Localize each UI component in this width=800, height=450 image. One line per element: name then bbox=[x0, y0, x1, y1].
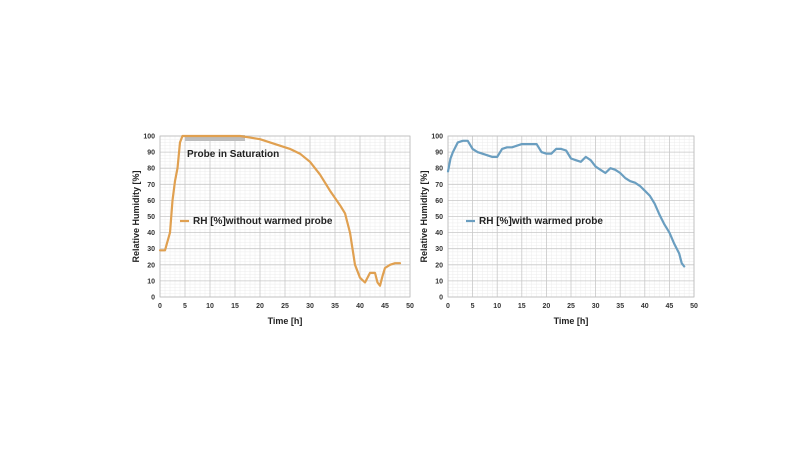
y-axis-title: Relative Humidity [%] bbox=[419, 170, 429, 262]
plot-border bbox=[159, 135, 411, 298]
y-tick-label: 90 bbox=[147, 150, 155, 157]
y-tick-label: 80 bbox=[435, 166, 443, 173]
legend-label: RH [%]without warmed probe bbox=[193, 216, 333, 227]
y-tick-label: 70 bbox=[435, 182, 443, 189]
x-axis-title: Time [h] bbox=[554, 316, 589, 326]
y-tick-label: 0 bbox=[439, 295, 443, 302]
y-tick-label: 50 bbox=[147, 214, 155, 221]
y-tick-label: 90 bbox=[435, 150, 443, 157]
y-tick-label: 30 bbox=[435, 246, 443, 253]
x-tick-label: 50 bbox=[406, 303, 414, 310]
series-line bbox=[446, 139, 686, 268]
x-tick-label: 0 bbox=[446, 303, 450, 310]
y-tick-label: 80 bbox=[147, 166, 155, 173]
x-tick-label: 30 bbox=[592, 303, 600, 310]
x-tick-label: 40 bbox=[356, 303, 364, 310]
y-tick-label: 20 bbox=[435, 262, 443, 269]
x-axis-title: Time [h] bbox=[268, 316, 303, 326]
y-tick-label: 30 bbox=[147, 246, 155, 253]
x-tick-label: 5 bbox=[471, 303, 475, 310]
annotation-label: Probe in Saturation bbox=[187, 149, 279, 160]
y-tick-label: 0 bbox=[151, 295, 155, 302]
y-tick-label: 100 bbox=[143, 134, 155, 141]
x-tick-label: 0 bbox=[158, 303, 162, 310]
y-tick-label: 70 bbox=[147, 182, 155, 189]
x-tick-label: 20 bbox=[256, 303, 264, 310]
x-tick-label: 5 bbox=[183, 303, 187, 310]
y-tick-label: 20 bbox=[147, 262, 155, 269]
legend-label: RH [%]with warmed probe bbox=[479, 216, 603, 227]
x-tick-label: 25 bbox=[281, 303, 289, 310]
y-tick-label: 10 bbox=[435, 278, 443, 285]
y-tick-label: 10 bbox=[147, 278, 155, 285]
x-tick-label: 25 bbox=[567, 303, 575, 310]
y-tick-label: 50 bbox=[435, 214, 443, 221]
x-tick-label: 45 bbox=[666, 303, 674, 310]
x-tick-label: 15 bbox=[231, 303, 239, 310]
plot-border bbox=[447, 135, 695, 298]
x-tick-label: 15 bbox=[518, 303, 526, 310]
y-tick-label: 60 bbox=[435, 198, 443, 205]
x-tick-label: 50 bbox=[690, 303, 698, 310]
chart-with-warmed-probe: RH [%]with warmed probe 0 5 10 15 20 25 30 35 40 4… bbox=[419, 134, 698, 327]
y-axis-title: Relative Humidity [%] bbox=[131, 170, 141, 262]
x-tick-label: 30 bbox=[306, 303, 314, 310]
series-line bbox=[158, 134, 402, 287]
x-tick-label: 35 bbox=[331, 303, 339, 310]
x-tick-label: 45 bbox=[381, 303, 389, 310]
x-tick-label: 35 bbox=[616, 303, 624, 310]
x-tick-label: 40 bbox=[641, 303, 649, 310]
y-tick-label: 60 bbox=[147, 198, 155, 205]
saturation-band bbox=[185, 135, 245, 141]
x-tick-label: 10 bbox=[493, 303, 501, 310]
x-tick-label: 10 bbox=[206, 303, 214, 310]
y-tick-label: 100 bbox=[431, 134, 443, 141]
chart-without-warmed-probe: Probe in Saturation RH [%]without warmed … bbox=[131, 134, 414, 327]
x-tick-label: 20 bbox=[543, 303, 551, 310]
y-tick-label: 40 bbox=[147, 230, 155, 237]
y-tick-label: 40 bbox=[435, 230, 443, 237]
